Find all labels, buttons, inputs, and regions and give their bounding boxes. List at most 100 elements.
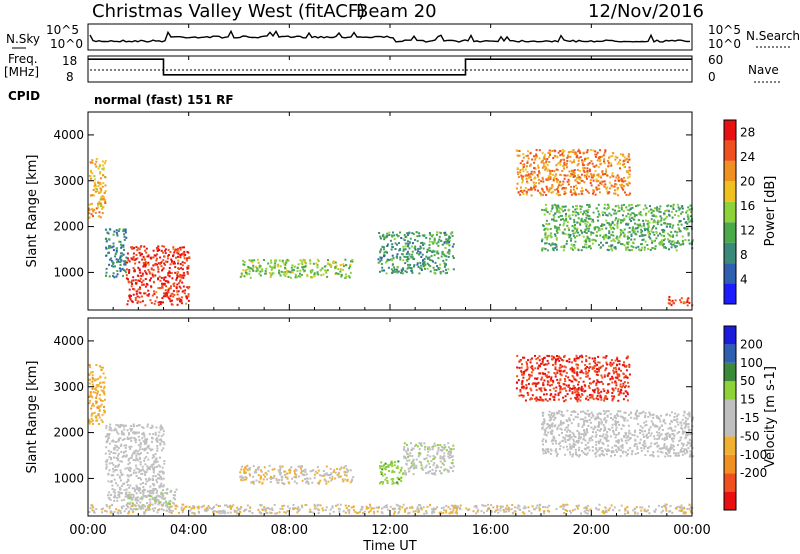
- scatter-cell: [146, 255, 149, 258]
- scatter-cell: [602, 184, 605, 187]
- scatter-cell: [646, 244, 649, 246]
- scatter-cell: [164, 263, 167, 266]
- scatter-cell: [296, 270, 299, 273]
- scatter-cell: [635, 443, 638, 446]
- scatter-cell: [627, 184, 629, 187]
- scatter-cell: [422, 260, 424, 263]
- scatter-cell: [599, 234, 602, 237]
- scatter-cell: [544, 374, 547, 377]
- scatter-cell: [601, 376, 604, 379]
- scatter-cell: [581, 394, 584, 397]
- scatter-cell: [548, 410, 551, 413]
- scatter-cell: [573, 218, 576, 221]
- scatter-cell: [620, 379, 623, 382]
- scatter-cell: [550, 430, 552, 433]
- scatter-cell: [557, 209, 560, 212]
- scatter-cell: [585, 231, 588, 234]
- scatter-cell: [562, 224, 565, 227]
- scatter-cell: [239, 475, 242, 478]
- scatter-cell: [329, 467, 332, 470]
- scatter-cell: [664, 217, 667, 220]
- scatter-cell: [139, 254, 142, 257]
- scatter-cell: [559, 423, 562, 426]
- scatter-cell: [566, 426, 569, 429]
- scatter-cell: [164, 280, 167, 283]
- scatter-cell: [603, 173, 606, 175]
- scatter-cell: [246, 469, 249, 472]
- scatter-cell: [429, 233, 432, 236]
- scatter-cell: [599, 440, 602, 443]
- scatter-cell: [105, 446, 108, 449]
- scatter-cell: [686, 222, 689, 225]
- scatter-cell: [538, 157, 541, 160]
- scatter-cell: [550, 377, 552, 380]
- scatter-cell: [123, 235, 126, 238]
- scatter-cell: [128, 494, 131, 497]
- scatter-cell: [115, 457, 118, 459]
- scatter-cell: [300, 471, 303, 474]
- scatter-cell: [542, 381, 545, 384]
- scatter-cell: [385, 261, 387, 264]
- scatter-cell: [628, 366, 631, 368]
- scatter-cell: [570, 422, 573, 425]
- scatter-cell: [625, 193, 628, 196]
- scatter-cell: [394, 270, 396, 273]
- scatter-cell: [547, 223, 550, 226]
- scatter-cell: [572, 384, 575, 387]
- scatter-cell: [531, 383, 534, 386]
- scatter-cell: [437, 266, 440, 269]
- scatter-cell: [672, 302, 675, 305]
- scatter-cell: [379, 482, 381, 485]
- scatter-cell: [648, 411, 651, 414]
- scatter-cell: [597, 390, 599, 393]
- scatter-cell: [157, 270, 160, 273]
- scatter-cell: [386, 465, 389, 468]
- scatter-cell: [127, 278, 129, 281]
- scatter-cell: [524, 399, 527, 402]
- scatter-cell: [407, 234, 409, 236]
- scatter-cell: [129, 470, 132, 473]
- scatter-cell: [128, 260, 131, 263]
- scatter-cell: [549, 244, 552, 247]
- scatter-cell: [648, 429, 651, 432]
- scatter-cell: [99, 198, 102, 201]
- scatter-cell: [383, 464, 385, 467]
- scatter-cell: [578, 177, 581, 180]
- scatter-cell: [123, 444, 126, 447]
- scatter-cell: [521, 373, 523, 376]
- scatter-cell: [658, 431, 661, 434]
- scatter-cell: [305, 477, 308, 480]
- scatter-cell: [601, 171, 604, 174]
- scatter-cell: [575, 184, 577, 187]
- scatter-cell: [131, 504, 134, 507]
- scatter-cell: [153, 455, 156, 458]
- scatter-cell: [322, 470, 325, 472]
- scatter-cell: [672, 224, 675, 227]
- scatter-cell: [606, 450, 608, 452]
- scatter-cell: [163, 292, 165, 295]
- scatter-cell: [672, 437, 675, 440]
- scatter-cell: [560, 421, 562, 424]
- scatter-cell: [104, 410, 106, 413]
- scatter-cell: [585, 213, 588, 216]
- scatter-cell: [630, 416, 633, 419]
- scatter-cell: [610, 233, 613, 236]
- scatter-cell: [669, 242, 672, 245]
- scatter-cell: [159, 256, 162, 259]
- scatter-cell: [168, 287, 171, 290]
- scatter-cell: [617, 374, 620, 377]
- scatter-cell: [555, 226, 558, 229]
- scatter-cell: [680, 206, 683, 209]
- scatter-cell: [128, 270, 131, 273]
- scatter-cell: [665, 247, 667, 249]
- scatter-cell: [656, 434, 659, 437]
- scatter-cell: [106, 434, 109, 437]
- scatter-cell: [583, 211, 586, 214]
- scatter-cell: [533, 171, 536, 174]
- scatter-cell: [634, 443, 637, 445]
- scatter-cell: [167, 296, 170, 299]
- scatter-cell: [598, 381, 601, 384]
- scatter-cell: [182, 285, 185, 288]
- scatter-cell: [570, 414, 573, 417]
- scatter-cell: [597, 388, 600, 391]
